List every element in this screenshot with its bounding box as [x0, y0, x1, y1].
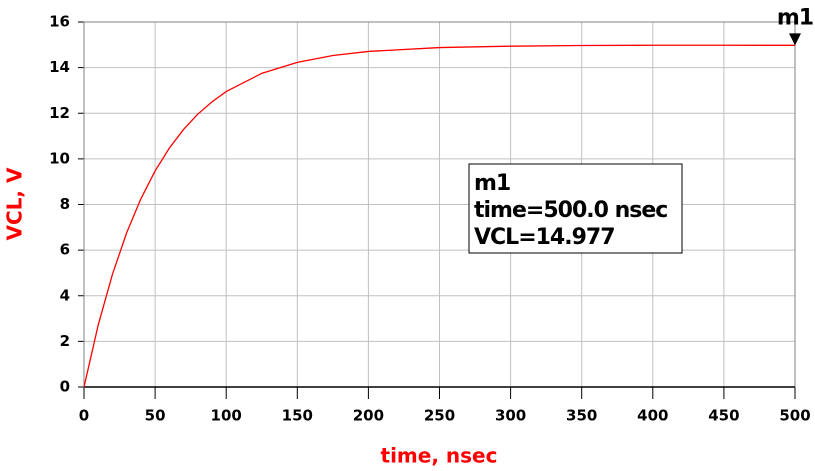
x-tick-label: 200 [353, 407, 384, 425]
y-tick-label: 8 [60, 195, 70, 213]
x-tick-label: 500 [779, 407, 810, 425]
x-tick-label: 150 [282, 407, 313, 425]
y-tick-label: 0 [60, 378, 70, 396]
marker-box-line: VCL=14.977 [474, 225, 615, 250]
x-tick-label: 300 [495, 407, 526, 425]
x-tick-label: 50 [145, 407, 166, 425]
marker-name: m1 [777, 5, 813, 30]
y-tick-label: 6 [60, 241, 70, 259]
x-tick-label: 400 [637, 407, 668, 425]
x-tick-label: 0 [79, 407, 89, 425]
y-tick-label: 16 [49, 13, 70, 31]
y-tick-label: 2 [60, 332, 70, 350]
x-tick-label: 100 [211, 407, 242, 425]
line-series [83, 44, 796, 388]
y-tick-label: 10 [49, 149, 70, 167]
marker-box [468, 163, 683, 254]
x-tick-label: 350 [566, 407, 597, 425]
marker-box-line: time=500.0 nsec [474, 198, 667, 223]
marker-box-line: m1 [474, 171, 510, 196]
marker-triangle [789, 33, 801, 46]
x-axis-label: time, nsec [381, 444, 498, 468]
y-tick-label: 4 [60, 286, 70, 304]
x-tick-label: 250 [424, 407, 455, 425]
y-axis-label: VCL, V [3, 167, 27, 240]
y-tick-label: 12 [49, 104, 70, 122]
y-tick-label: 14 [49, 58, 70, 76]
x-tick-label: 450 [708, 407, 739, 425]
